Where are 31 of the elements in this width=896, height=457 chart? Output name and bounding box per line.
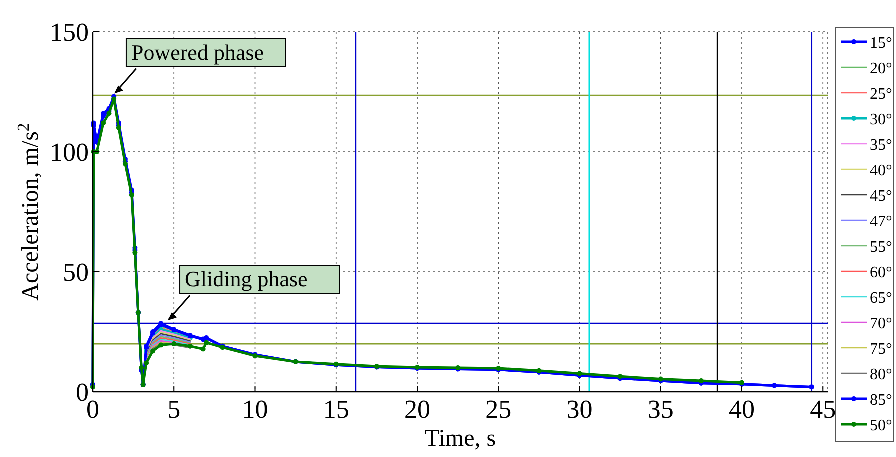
legend-label: 15° [870, 35, 892, 52]
legend-label: 55° [870, 239, 892, 256]
x-tick-label: 20 [404, 395, 431, 424]
legend-label: 65° [870, 290, 892, 307]
x-tick-label: 45 [810, 395, 836, 424]
legend-label: 45° [870, 188, 892, 205]
annotation: Powered phase [131, 40, 264, 65]
x-tick-label: 15 [323, 395, 350, 424]
legend-label: 75° [870, 341, 892, 358]
x-tick-label: 30 [566, 395, 593, 424]
y-tick-label: 100 [50, 138, 89, 167]
legend-label: 40° [870, 162, 892, 180]
x-tick-label: 40 [729, 395, 756, 424]
legend-label: 20° [870, 60, 892, 78]
y-tick-label: 50 [63, 258, 89, 287]
legend-label: 47° [870, 214, 892, 230]
legend-label: 60° [870, 264, 892, 282]
legend-label: 35° [870, 137, 892, 154]
legend-label: 80° [870, 366, 892, 384]
legend-label: 30° [870, 112, 892, 128]
legend-label: 25° [870, 86, 892, 103]
legend-label: 85° [870, 392, 892, 409]
x-tick-label: 5 [168, 395, 181, 424]
legend-label: 50° [870, 418, 892, 434]
annotation: Gliding phase [185, 266, 308, 292]
y-tick-label: 150 [50, 18, 89, 47]
x-axis-title: Time, s [424, 426, 496, 452]
x-tick-label: 35 [648, 395, 674, 424]
legend-label: 70° [870, 316, 892, 332]
x-tick-label: 10 [242, 395, 268, 424]
x-tick-label: 25 [486, 395, 512, 424]
